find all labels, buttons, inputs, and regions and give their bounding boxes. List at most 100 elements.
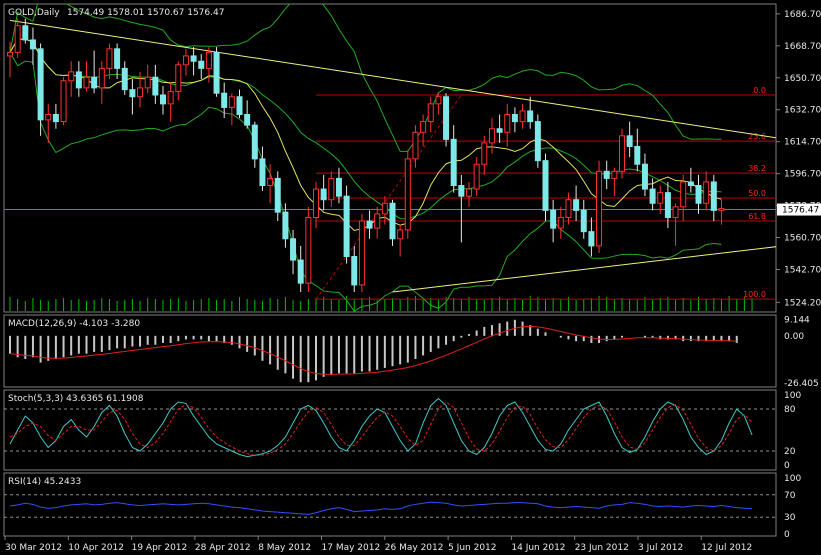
candle-body: [710, 181, 717, 211]
fib-level-label: 61.8: [748, 212, 766, 221]
candle-body: [718, 208, 725, 211]
candle-body: [167, 90, 174, 105]
candle-body: [366, 220, 373, 229]
candle-body: [228, 96, 235, 108]
candle-body: [664, 192, 671, 218]
trendline-upper: [9, 19, 776, 139]
price-tick-label: 1560.70: [784, 234, 821, 244]
macd-signal-line: [9, 325, 737, 375]
price-tick-label: 1614.70: [784, 138, 821, 148]
candle-body: [182, 55, 189, 66]
candle-body: [672, 206, 679, 218]
candle-body: [190, 55, 197, 62]
candle-body: [244, 114, 251, 126]
candle-body: [374, 213, 381, 229]
fib-level-label: 100.0: [743, 290, 766, 299]
candle-body: [98, 67, 105, 89]
candle-body: [695, 185, 702, 204]
candle-body: [144, 76, 151, 89]
stoch-k-line: [9, 397, 753, 458]
candle-body: [519, 110, 526, 123]
candle-body: [550, 209, 557, 229]
date-tick-label: 14 Jun 2012: [511, 543, 565, 553]
price-tick-label: 1686.70: [784, 10, 821, 20]
candle-body: [473, 163, 480, 190]
candle-body: [703, 181, 710, 204]
candle-body: [274, 177, 281, 213]
current-price-tag: [777, 203, 821, 216]
date-tick-label: 17 May 2012: [322, 543, 381, 553]
candle-body: [596, 170, 603, 247]
candle-body: [542, 160, 549, 211]
date-tick-label: 30 Mar 2012: [5, 543, 62, 553]
candle-body: [649, 188, 656, 204]
candle-body: [60, 80, 67, 123]
candle-body: [565, 199, 572, 218]
rsi-tick-label: 0: [784, 530, 790, 540]
stoch-tick-label: 80: [784, 405, 796, 415]
macd-tick-label: 0.00: [784, 332, 804, 342]
candle-body: [687, 181, 694, 187]
candle-body: [680, 181, 687, 208]
candle-body: [160, 94, 166, 105]
date-tick-label: 12 Jul 2012: [701, 543, 752, 553]
candle-body: [22, 25, 29, 41]
candle-body: [68, 71, 75, 82]
candle-body: [259, 158, 266, 187]
date-tick-label: 8 May 2012: [258, 543, 311, 553]
bollinger-upper: [9, 4, 722, 152]
price-tick-label: 1650.70: [784, 74, 821, 84]
candle-body: [37, 48, 44, 121]
candle-body: [450, 138, 457, 187]
macd-tick-label: 9.144: [784, 316, 810, 326]
rsi-tick-label: 30: [784, 513, 796, 523]
date-tick-label: 10 Apr 2012: [68, 543, 124, 553]
candle-body: [320, 188, 327, 201]
candle-body: [251, 124, 258, 160]
rsi-tick-label: 70: [784, 491, 796, 501]
candle-body: [397, 229, 404, 240]
rsi-tick-label: 100: [784, 474, 801, 484]
macd-title: MACD(12,26,9) -4.103 -3.280: [8, 319, 140, 329]
candle-body: [389, 202, 396, 240]
candle-body: [641, 163, 648, 190]
candle-body: [335, 177, 342, 197]
candle-body: [351, 256, 358, 286]
price-panel: [3, 3, 777, 313]
macd-tick-label: -26.405: [784, 379, 819, 389]
candle-body: [511, 114, 518, 123]
price-tick-label: 1596.70: [784, 170, 821, 180]
stoch-tick-label: 100: [784, 391, 801, 401]
symbol-label: GOLD,Daily: [8, 8, 60, 18]
candle-body: [83, 76, 90, 89]
date-tick-label: 26 May 2012: [385, 543, 444, 553]
candle-body: [527, 110, 534, 123]
price-tick-label: 1542.70: [784, 265, 821, 275]
candle-body: [504, 114, 511, 133]
candle-body: [328, 177, 335, 201]
candle-body: [343, 195, 350, 258]
date-tick-label: 3 Jul 2012: [638, 543, 683, 553]
current-price-label: 1576.47: [782, 206, 819, 216]
date-tick-label: 5 Jun 2012: [448, 543, 496, 553]
candle-body: [443, 96, 450, 140]
candle-body: [534, 121, 541, 162]
price-tick-label: 1668.70: [784, 42, 821, 52]
macd-panel: [3, 314, 777, 388]
stoch-panel: [3, 389, 777, 471]
candle-body: [7, 51, 13, 57]
candle-body: [634, 145, 641, 165]
candle-body: [175, 64, 182, 92]
candle-body: [557, 216, 564, 229]
fib-level-label: 23.6: [748, 132, 766, 141]
fib-level-label: 0.0: [753, 86, 766, 95]
bollinger-middle: [9, 38, 722, 220]
fib-level-label: 38.2: [748, 164, 766, 173]
candle-body: [603, 170, 610, 179]
candle-body: [358, 220, 365, 286]
candle-body: [381, 202, 388, 215]
candle-body: [91, 76, 98, 89]
rsi-panel: [3, 472, 777, 537]
fib-level-label: 50.0: [748, 189, 766, 198]
